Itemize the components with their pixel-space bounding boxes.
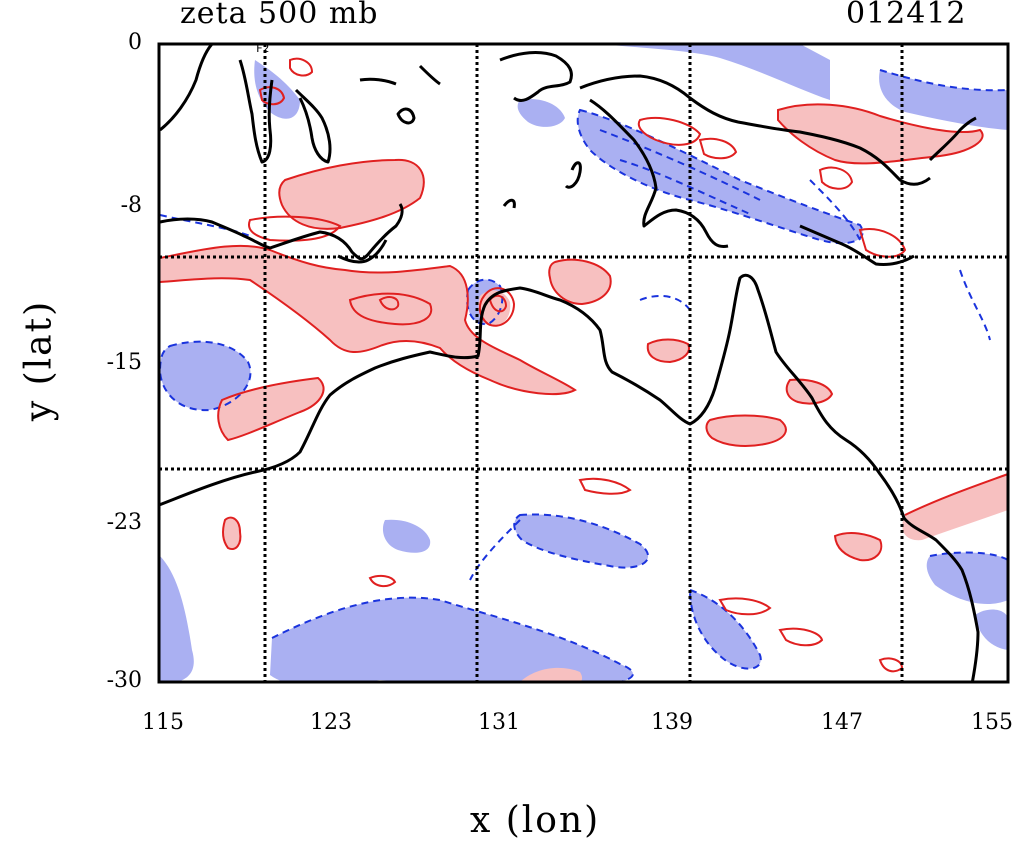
y-tick-label: -8 — [120, 193, 142, 218]
x-tick-label: 123 — [310, 710, 352, 735]
station-marker-label: F2 — [256, 42, 269, 55]
x-tick-label: 131 — [478, 710, 520, 735]
map-date-code: 012412 — [846, 0, 967, 31]
x-axis-label: x (lon) — [470, 800, 601, 841]
map-title: zeta 500 mb — [180, 0, 379, 31]
y-axis-label: y (lat) — [18, 299, 60, 422]
y-tick-label: -15 — [106, 350, 142, 375]
x-tick-label: 139 — [651, 710, 693, 735]
x-tick-label: 147 — [821, 710, 863, 735]
y-tick-label: -30 — [106, 668, 142, 693]
x-tick-label: 155 — [971, 710, 1013, 735]
positive-vorticity-fills — [160, 104, 1008, 682]
plot-frame — [157, 42, 1010, 684]
y-tick-label: 0 — [128, 30, 142, 55]
y-tick-label: -23 — [106, 510, 142, 535]
positive-vorticity-contours — [159, 57, 1008, 673]
x-tick-label: 115 — [142, 710, 184, 735]
lat-lon-grid — [159, 44, 1008, 682]
